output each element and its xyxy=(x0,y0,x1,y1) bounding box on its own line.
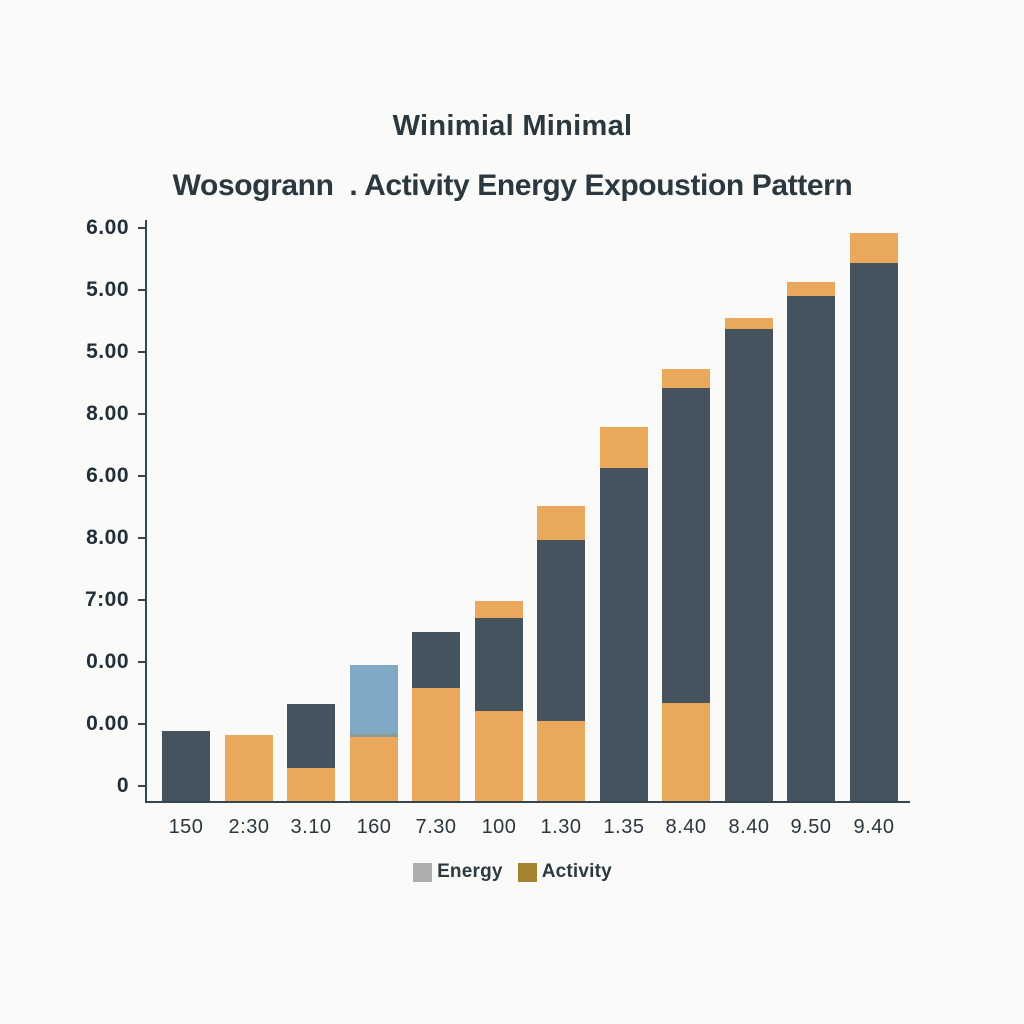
y-tick-label: 0.00 xyxy=(86,650,129,673)
bar-segment-orange xyxy=(725,318,773,329)
legend-label-energy: Energy xyxy=(437,861,503,882)
y-tick-label: 7:00 xyxy=(84,588,129,611)
y-tick-label: 5.00 xyxy=(86,278,129,301)
bar-segment-divider xyxy=(350,734,398,737)
bar-segment-slate xyxy=(162,731,210,801)
x-category-label: 100 xyxy=(481,816,517,838)
x-category-label: 3.10 xyxy=(290,816,332,838)
bar-segment-slate xyxy=(600,468,648,801)
y-axis-tick xyxy=(138,537,146,539)
bar-segment-slate xyxy=(725,329,773,801)
y-axis-tick xyxy=(138,599,146,601)
bar-segment-orange xyxy=(537,506,585,540)
y-axis-tick xyxy=(138,289,146,291)
bar-segment-slate xyxy=(287,704,335,768)
x-category-label: 9.50 xyxy=(790,816,832,838)
bar xyxy=(287,704,335,801)
bar-segment-blue xyxy=(350,665,398,734)
x-category-label: 1.35 xyxy=(603,816,645,838)
bar-segment-orange xyxy=(600,427,648,468)
legend: Energy Activity xyxy=(115,861,910,883)
chart-subtitle: Wosogrann . Activity Energy Expoustion P… xyxy=(172,169,853,202)
bar xyxy=(225,735,273,801)
legend-label-activity: Activity xyxy=(541,861,612,882)
bar-segment-slate xyxy=(787,296,835,801)
bar-segment-orange xyxy=(850,233,898,263)
legend-swatch-energy-icon xyxy=(413,862,433,882)
bar xyxy=(725,318,773,801)
x-category-label: 1.30 xyxy=(540,816,582,838)
y-tick-label: 0 xyxy=(116,774,129,797)
y-axis-tick xyxy=(138,227,146,229)
x-category-label: 8.40 xyxy=(665,816,707,838)
bar xyxy=(350,665,398,801)
bar-segment-slate xyxy=(537,540,585,721)
bar-segment-orange xyxy=(475,601,523,618)
bar-segment-slate xyxy=(412,632,460,688)
y-tick-label: 6.00 xyxy=(86,464,129,487)
y-tick-label: 8.00 xyxy=(86,526,129,549)
y-tick-label: 8.00 xyxy=(86,402,129,425)
y-axis-tick xyxy=(138,413,146,415)
legend-item-energy: Energy xyxy=(413,861,503,883)
y-axis-tick xyxy=(138,661,146,663)
y-tick-label: 6.00 xyxy=(86,216,129,239)
x-category-label: 150 xyxy=(168,816,204,838)
y-axis-tick xyxy=(138,351,146,353)
plot-area: 6.00 5.00 5.00 8.00 6.00 8.00 7:00 0.00 0.00 0 150… xyxy=(85,216,910,838)
y-tick-label: 5.00 xyxy=(86,340,129,363)
bar xyxy=(600,427,648,801)
x-category-label: 8.40 xyxy=(728,816,770,838)
y-tick-label: 0.00 xyxy=(86,712,129,735)
y-axis-tick xyxy=(138,475,146,477)
bar xyxy=(412,632,460,801)
bar xyxy=(787,282,835,801)
bar xyxy=(162,731,210,801)
x-category-label: 7.30 xyxy=(415,816,457,838)
x-category-label: 2:30 xyxy=(228,816,270,838)
chart-title: Winimial Minimal xyxy=(392,110,633,142)
bar-segment-orange xyxy=(537,721,585,801)
y-axis-tick xyxy=(138,723,146,725)
bar-segment-orange xyxy=(350,737,398,801)
legend-swatch-activity-icon xyxy=(517,862,537,882)
bar-segment-slate xyxy=(850,263,898,801)
bar-segment-slate xyxy=(662,388,710,703)
bar-segment-orange xyxy=(287,768,335,801)
bar-segment-orange xyxy=(662,369,710,388)
y-axis-tick xyxy=(138,785,146,787)
bar-segment-orange xyxy=(225,735,273,801)
bar xyxy=(850,233,898,801)
bar-segment-slate xyxy=(475,618,523,711)
bar-segment-orange xyxy=(787,282,835,296)
x-category-label: 160 xyxy=(356,816,392,838)
bar-segment-orange xyxy=(662,703,710,801)
bar-segment-orange xyxy=(475,711,523,801)
bar xyxy=(475,601,523,801)
x-category-label: 9.40 xyxy=(853,816,895,838)
bar-segment-orange xyxy=(412,688,460,801)
bar xyxy=(662,369,710,801)
bar xyxy=(537,506,585,801)
legend-item-activity: Activity xyxy=(517,861,612,883)
